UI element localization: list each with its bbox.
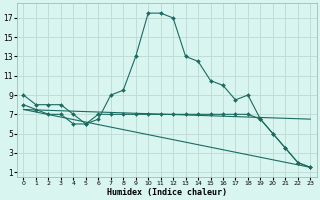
X-axis label: Humidex (Indice chaleur): Humidex (Indice chaleur) [107,188,227,197]
